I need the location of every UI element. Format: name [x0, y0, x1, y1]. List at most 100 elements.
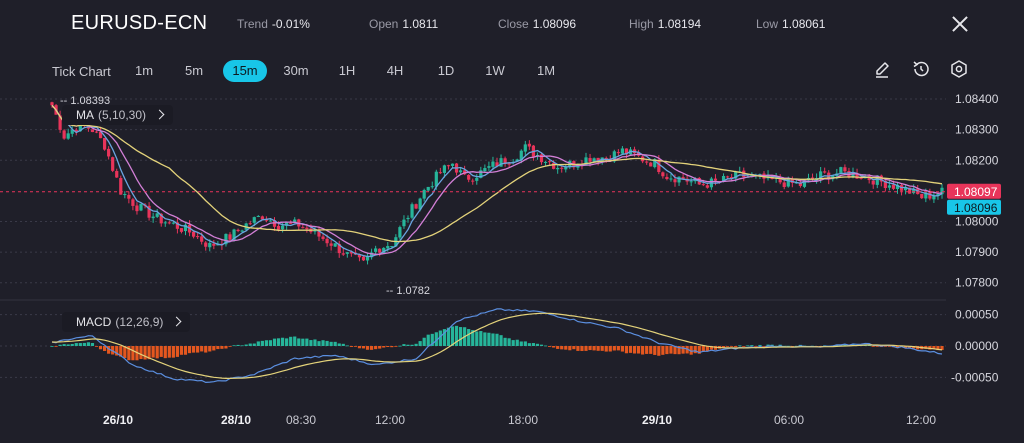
stat-value: -0.01% [271, 17, 310, 31]
stat-close: Close 1.08096 [498, 17, 576, 31]
macd-histogram-bar [280, 337, 285, 346]
candle-body [268, 220, 273, 222]
x-axis-label: 29/10 [642, 413, 672, 427]
candle-body [200, 236, 204, 242]
candle-body [576, 165, 580, 168]
candle-body [175, 222, 180, 229]
macd-histogram-bar [163, 346, 167, 359]
candle-body [798, 182, 803, 186]
candle-body [313, 229, 317, 232]
candle-body [515, 159, 519, 162]
tab-30m[interactable]: 30m [283, 63, 309, 78]
chevron-right-icon [154, 109, 165, 120]
tab-1h[interactable]: 1H [338, 63, 356, 78]
macd-histogram-bar [750, 345, 754, 346]
tab-1mo[interactable]: 1M [536, 63, 556, 78]
candle-body [115, 171, 119, 178]
candle-body [790, 178, 794, 183]
price-axis-label: 1.08400 [955, 92, 999, 106]
candle-body [871, 180, 875, 185]
close-icon[interactable] [950, 14, 970, 34]
candle-body [183, 224, 188, 232]
macd-histogram-bar [928, 346, 932, 350]
macd-histogram-bar [353, 346, 358, 347]
macd-histogram-bar [398, 345, 402, 347]
candle-body [556, 167, 560, 170]
candle-body [50, 102, 54, 106]
macd-histogram-bar [208, 346, 212, 352]
high-price-annotation: -- 1.08393 [60, 95, 110, 107]
candle-body [325, 238, 329, 244]
macd-histogram-bar [183, 346, 188, 355]
candle-body [458, 170, 463, 173]
tab-5m[interactable]: 5m [184, 63, 204, 78]
candle-body [924, 192, 928, 199]
candle-body [920, 193, 924, 199]
candle-body [665, 176, 669, 180]
candle-body [446, 165, 451, 167]
macd-histogram-bar [264, 340, 269, 346]
macd-histogram-bar [119, 346, 123, 357]
candle-body [734, 171, 738, 179]
tab-15m[interactable]: 15m [223, 60, 267, 82]
candle-body [499, 158, 503, 167]
ma-indicator-chip[interactable]: MA (5,10,30) [62, 105, 174, 125]
candle-body [471, 180, 475, 182]
candle-body [823, 171, 827, 173]
macd-histogram-bar [252, 343, 256, 346]
macd-histogram-bar [54, 346, 58, 347]
candle-body [523, 144, 527, 152]
candle-body [289, 222, 293, 224]
candle-body [891, 184, 896, 189]
candle-body [155, 213, 159, 217]
ma5-line [51, 104, 943, 258]
candle-body [280, 225, 285, 230]
stat-value: 1.08096 [532, 17, 577, 31]
macd-histogram-bar [616, 346, 620, 351]
macd-histogram-bar [742, 346, 746, 347]
macd-axis-label: 0.00050 [955, 308, 999, 322]
candle-body [725, 176, 730, 178]
tab-1m[interactable]: 1m [134, 63, 154, 78]
macd-histogram-bar [345, 345, 349, 347]
macd-histogram-bar [673, 346, 677, 355]
price-axis-label: 1.07900 [955, 245, 999, 259]
macd-histogram-bar [70, 343, 74, 346]
candle-body [264, 219, 269, 221]
current-price-tag-cyan: 1.08096 [954, 201, 998, 215]
reset-clock-icon[interactable] [910, 58, 932, 80]
tab-1d[interactable]: 1D [437, 63, 455, 78]
candle-body [616, 152, 620, 154]
macd-histogram-bar [305, 338, 309, 346]
candle-body [224, 233, 228, 245]
tab-1w[interactable]: 1W [485, 63, 505, 78]
macd-name: MACD [76, 315, 112, 329]
tab-4h[interactable]: 4H [386, 63, 404, 78]
macd-histogram-bar [260, 340, 264, 346]
price-chart-svg[interactable]: 1.08400 1.08300 1.08200 1.08000 1.07900 1.078… [0, 90, 1024, 443]
draw-pencil-icon[interactable] [871, 58, 893, 80]
macd-histogram-bar [285, 338, 289, 346]
macd-histogram-bar [495, 333, 499, 346]
macd-histogram-bar [131, 346, 135, 361]
chart-header: EURUSD-ECN Trend -0.01% Open 1.0811 Close 1… [0, 0, 1024, 52]
macd-indicator-chip[interactable]: MACD (12,26,9) [62, 312, 191, 332]
macd-histogram-bar [382, 346, 386, 348]
macd-histogram-bar [228, 346, 232, 347]
macd-histogram-bar [329, 341, 333, 346]
macd-histogram-bar [357, 346, 362, 349]
candle-body [547, 161, 552, 163]
settings-hex-icon[interactable] [948, 58, 970, 80]
candle-body [361, 256, 366, 261]
candle-body [365, 256, 370, 261]
macd-histogram-bar [762, 346, 766, 347]
tick-chart-label[interactable]: Tick Chart [52, 64, 111, 79]
macd-histogram-bar [66, 344, 70, 346]
macd-histogram-bar [600, 346, 604, 351]
macd-histogram-bar [430, 333, 434, 346]
chart-area[interactable]: 1.08400 1.08300 1.08200 1.08000 1.07900 1.078… [0, 90, 1024, 443]
candle-body [560, 167, 564, 169]
candle-body [369, 252, 374, 258]
macd-axis-label: 0.00000 [955, 339, 999, 353]
macd-histogram-bar [766, 344, 770, 346]
